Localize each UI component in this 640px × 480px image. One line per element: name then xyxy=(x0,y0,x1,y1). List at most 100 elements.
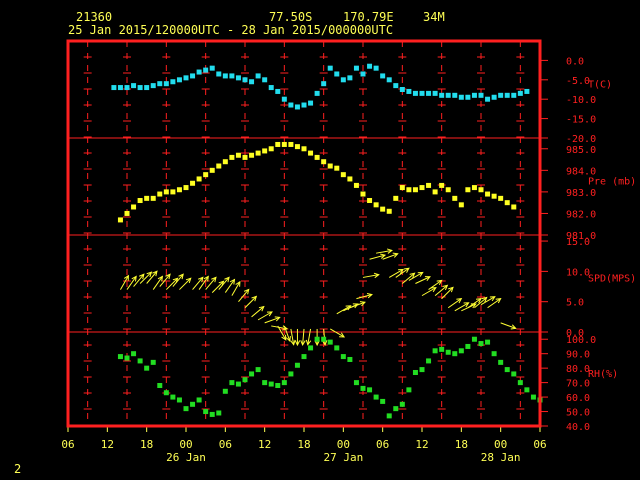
y-tick-label: -10.0 xyxy=(566,95,596,106)
x-tick-label: 18 xyxy=(140,438,153,451)
wind-arrow xyxy=(257,311,273,321)
temp-point xyxy=(275,88,281,94)
rh-point xyxy=(353,380,359,386)
pres-point xyxy=(347,176,353,182)
temp-point xyxy=(347,75,353,81)
wind-arrow-head xyxy=(456,297,463,304)
pres-point xyxy=(478,187,484,193)
x-tick-label: 12 xyxy=(101,438,114,451)
temp-point xyxy=(373,65,379,71)
pres-point xyxy=(412,187,418,193)
temp-point xyxy=(301,102,307,108)
wind-arrow-head xyxy=(442,284,449,291)
rh-point xyxy=(412,369,418,375)
wind-arrow xyxy=(395,267,410,278)
rh-point xyxy=(137,358,143,364)
rh-point xyxy=(478,341,484,347)
pres-point xyxy=(491,193,497,199)
temp-point xyxy=(393,83,399,89)
temp-point xyxy=(255,73,261,79)
rh-point xyxy=(157,383,163,389)
wind-arrow-head xyxy=(281,334,287,341)
rh-point xyxy=(511,371,517,377)
wind-arrow-head xyxy=(211,276,217,283)
x-tick-label: 06 xyxy=(533,438,546,451)
wind-arrow-head xyxy=(359,301,366,307)
page-number: 2 xyxy=(14,462,22,476)
wind-arrow-head xyxy=(185,277,192,284)
wind-arrow xyxy=(454,302,469,312)
pres-point xyxy=(242,154,248,160)
temp-point xyxy=(117,85,123,91)
pres-point xyxy=(498,195,504,201)
temp-point xyxy=(452,92,458,98)
rh-point xyxy=(281,380,287,386)
pres-point xyxy=(511,204,517,210)
pres-point xyxy=(183,185,189,191)
wind-arrow-head xyxy=(152,270,158,277)
x-date-label: 26 Jan xyxy=(166,451,206,464)
rh-point xyxy=(399,401,405,407)
y-tick-label: -5.0 xyxy=(566,76,590,87)
wind-arrow-head xyxy=(386,248,393,254)
wind-arrow-head xyxy=(139,273,145,280)
wind-arrow-head xyxy=(380,253,387,259)
wind-arrow xyxy=(441,286,454,300)
pres-point xyxy=(340,172,346,178)
rh-point xyxy=(131,351,137,357)
temp-point xyxy=(327,65,333,71)
pres-point xyxy=(222,159,228,165)
y-tick-label: 5.0 xyxy=(566,298,584,309)
pres-point xyxy=(471,185,477,191)
temp-point xyxy=(242,77,248,83)
pres-point xyxy=(275,141,281,147)
temp-point xyxy=(478,92,484,98)
temp-point xyxy=(308,100,314,106)
temp-point xyxy=(412,90,418,96)
wind-arrow-head xyxy=(235,280,241,287)
temp-point xyxy=(268,85,274,91)
x-tick-label: 00 xyxy=(337,438,350,451)
pres-point xyxy=(176,187,182,193)
wind-arrow xyxy=(408,272,423,281)
wind-arrow-head xyxy=(339,332,346,338)
wind-arrow xyxy=(500,322,516,329)
pres-point xyxy=(452,195,458,201)
rh-point xyxy=(150,359,156,365)
temp-point xyxy=(465,94,471,100)
rh-point xyxy=(517,380,523,386)
temp-point xyxy=(203,67,209,73)
y-tick-label: 80.0 xyxy=(566,364,590,375)
rh-point xyxy=(294,362,300,368)
pres-point xyxy=(288,141,294,147)
wind-arrow-head xyxy=(489,296,496,302)
temp-point xyxy=(235,75,241,81)
pres-point xyxy=(196,176,202,182)
temp-point xyxy=(399,87,405,92)
wind-arrow xyxy=(307,328,312,345)
rh-point xyxy=(255,367,261,373)
pres-point xyxy=(170,189,176,195)
pres-point xyxy=(334,165,340,171)
wind-arrow xyxy=(179,277,192,290)
wind-arrow xyxy=(402,272,415,284)
rh-point xyxy=(327,339,333,345)
wind-arrow xyxy=(415,276,431,284)
temp-point xyxy=(334,71,340,77)
panel-label: RH(%) xyxy=(588,369,618,380)
wind-arrow-head xyxy=(475,297,482,304)
y-tick-label: -20.0 xyxy=(566,134,596,145)
temp-point xyxy=(209,65,215,71)
pres-point xyxy=(255,150,261,156)
wind-arrow xyxy=(349,301,366,309)
pres-point xyxy=(163,189,169,195)
wind-arrow-head xyxy=(198,276,204,283)
wind-arrow xyxy=(244,296,257,309)
temp-point xyxy=(190,73,196,79)
wind-arrow-head xyxy=(305,339,312,346)
rh-point xyxy=(334,345,340,351)
wind-arrow-head xyxy=(300,340,306,347)
wind-arrow-head xyxy=(398,268,405,274)
y-tick-label: 10.0 xyxy=(566,267,590,278)
pres-point xyxy=(190,180,196,186)
